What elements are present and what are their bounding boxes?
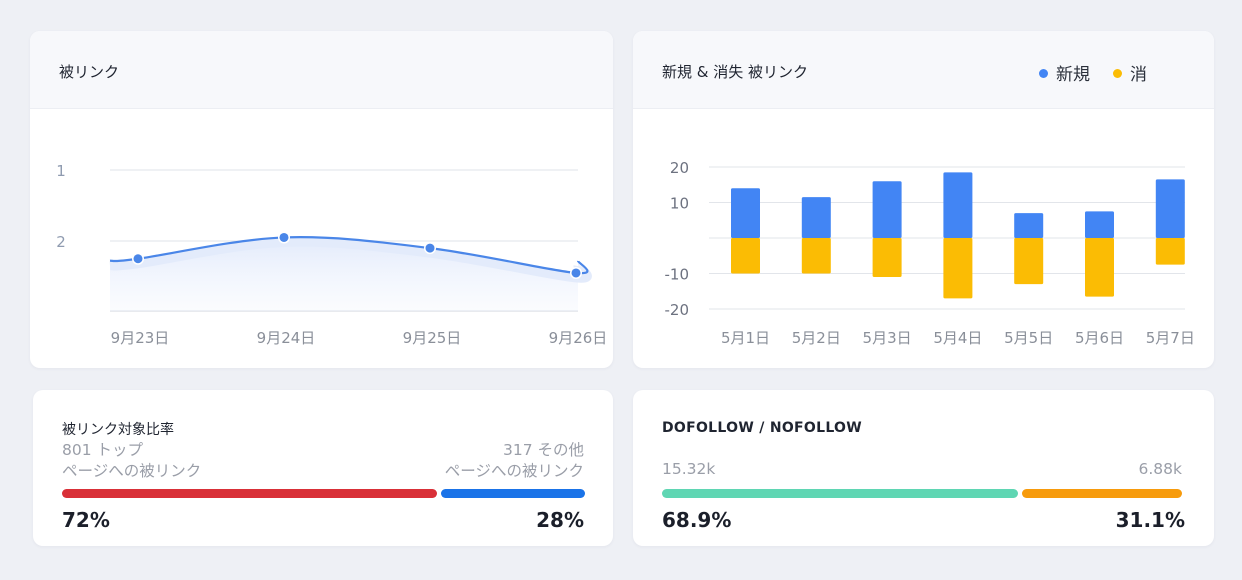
new-lost-bar-chart: 20 10 -10 -20 5月1日 5月2日 5月3日 5月4日 5月5日 5月6日 5月7日 xyxy=(665,159,1195,347)
legend-new-label: 新規 xyxy=(1056,65,1090,85)
bar-new xyxy=(1085,211,1114,238)
y-tick-label: 1 xyxy=(56,162,66,180)
y-tick-label: -20 xyxy=(665,301,690,319)
x-tick-label: 5月3日 xyxy=(863,329,912,347)
y-tick-label: 2 xyxy=(56,233,66,251)
ratio-right-percent: 28% xyxy=(536,508,584,532)
dofollow-percent: 68.9% xyxy=(662,508,732,532)
bar-lost xyxy=(1155,238,1185,265)
x-tick-label: 5月4日 xyxy=(933,329,982,347)
data-point xyxy=(571,268,581,278)
legend-lost-label: 消 xyxy=(1130,65,1147,85)
legend-new: 新規 xyxy=(1039,60,1090,85)
y-tick-label: -10 xyxy=(665,266,690,284)
y-tick-label: 20 xyxy=(670,159,689,177)
ratio-title: 被リンク対象比率 xyxy=(62,422,174,438)
backlinks-title: 被リンク xyxy=(59,63,120,81)
bar-new xyxy=(801,197,831,238)
x-tick-label: 5月5日 xyxy=(1004,329,1053,347)
legend-lost: 消 xyxy=(1113,60,1147,85)
bar-lost xyxy=(1085,238,1114,297)
x-tick-label: 5月1日 xyxy=(721,329,770,347)
ratio-left-line1: 801 トップ xyxy=(62,441,144,459)
x-tick-label: 9月24日 xyxy=(257,329,316,347)
data-point xyxy=(425,243,435,253)
backlinks-card-header: 被リンク xyxy=(30,31,613,109)
ratio-right-line2: ページへの被リンク xyxy=(444,462,584,480)
backlinks-line-chart: 1 2 9月23日 9月24日 9月25日 9月26日 xyxy=(56,162,608,347)
ratio-top-pages-bar xyxy=(62,489,437,498)
x-tick-label: 9月23日 xyxy=(111,329,170,347)
bar-new xyxy=(872,181,902,238)
nofollow-bar xyxy=(1022,489,1182,498)
nofollow-value: 6.88k xyxy=(1138,460,1183,478)
dofollow-value: 15.32k xyxy=(662,460,716,478)
bar-new xyxy=(1155,179,1185,238)
ratio-other-pages-bar xyxy=(440,489,585,498)
x-tick-label: 9月26日 xyxy=(549,329,608,347)
new-lost-card: 新規 & 消失 被リンク 20 10 -10 -20 5月1日 5月2日 5月3日 5月4日 5… xyxy=(633,31,1214,368)
bar-lost xyxy=(801,238,831,274)
ratio-left-percent: 72% xyxy=(62,508,110,532)
x-tick-label: 5月6日 xyxy=(1075,329,1124,347)
new-lost-title: 新規 & 消失 被リンク xyxy=(662,63,809,81)
ratio-left-line2: ページへの被リンク xyxy=(62,462,202,480)
ratio-right-line1: 317 その他 xyxy=(502,441,584,459)
x-tick-label: 5月2日 xyxy=(792,329,841,347)
x-tick-label: 9月25日 xyxy=(403,329,462,347)
dofollow-bar xyxy=(662,489,1019,498)
bar-new xyxy=(943,172,973,238)
backlinks-card: 被リンク 1 2 9月23日 9月24日 9月25日 9月26日 xyxy=(30,31,613,368)
bar-lost xyxy=(731,238,760,274)
x-tick-label: 5月7日 xyxy=(1146,329,1195,347)
data-point xyxy=(133,254,143,264)
follow-card: DOFOLLOW / NOFOLLOW 15.32k 6.88k 68.9% 3… xyxy=(633,390,1214,546)
y-tick-label: 10 xyxy=(670,195,689,213)
follow-title: DOFOLLOW / NOFOLLOW xyxy=(662,420,863,436)
legend-new-dot-icon xyxy=(1039,68,1048,78)
bar-lost xyxy=(1014,238,1044,285)
ratio-right-label: 317 その他 ページへの被リンク xyxy=(445,440,584,482)
bar-lost xyxy=(872,238,902,278)
data-point xyxy=(279,232,289,242)
bar-lost xyxy=(943,238,973,299)
bar-new xyxy=(1014,213,1044,238)
bar-new xyxy=(731,188,760,238)
legend-lost-dot-icon xyxy=(1113,68,1122,78)
ratio-left-label: 801 トップ ページへの被リンク xyxy=(62,440,201,482)
nofollow-percent: 31.1% xyxy=(1115,508,1185,532)
ratio-card: 被リンク対象比率 801 トップ ページへの被リンク 317 その他 ページへの… xyxy=(33,390,613,546)
